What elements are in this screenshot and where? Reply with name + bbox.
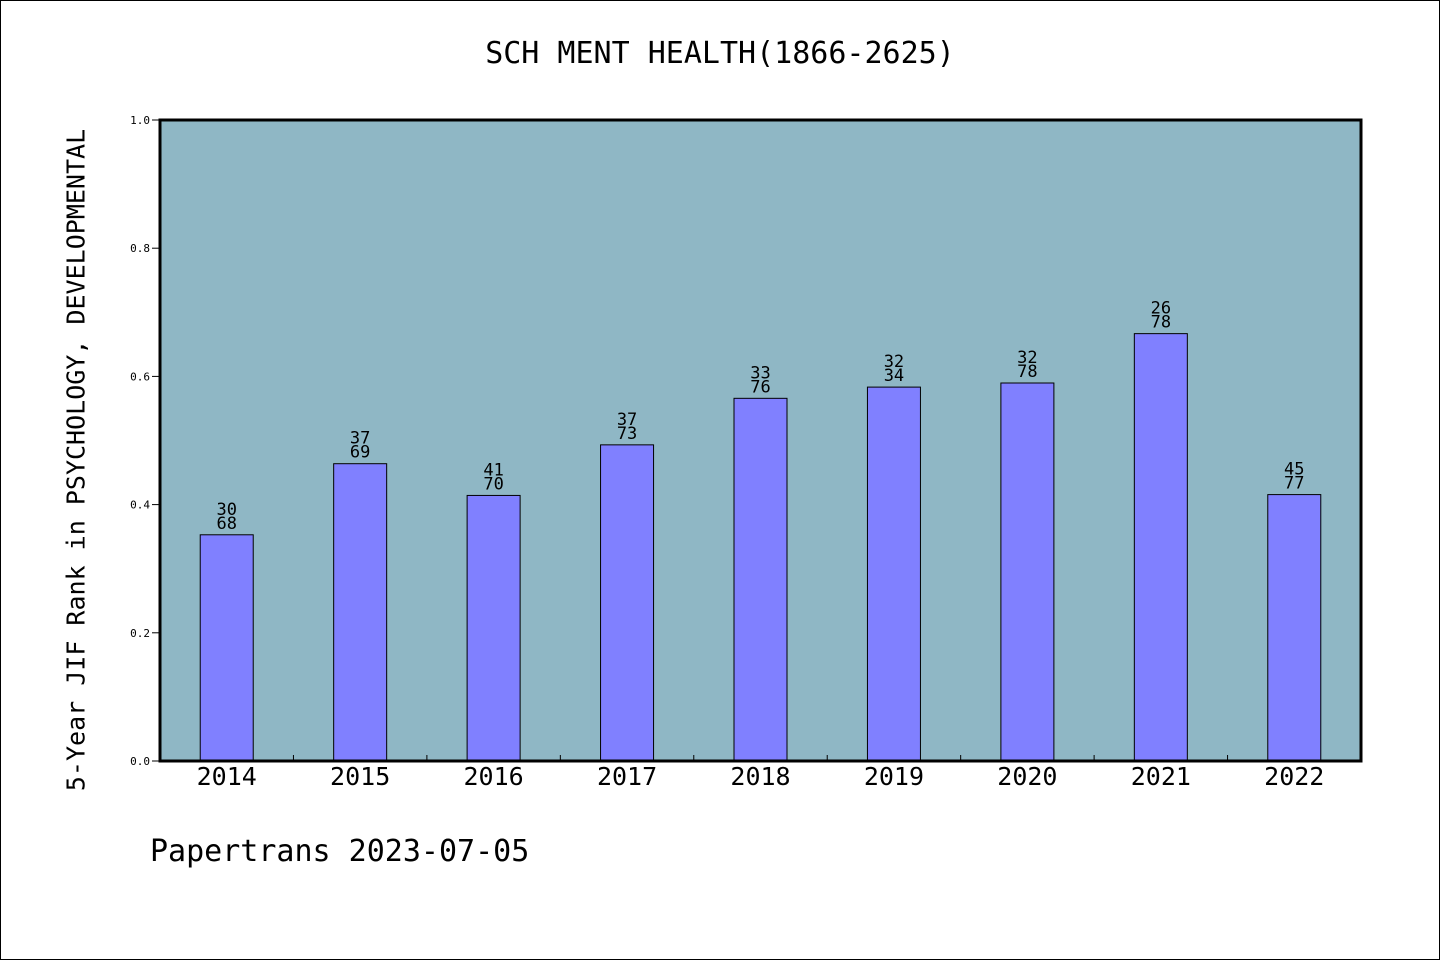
bar-label-top-2019: 32 [884,352,904,372]
x-tick-label-2022: 2022 [1264,762,1324,791]
x-tick-label-2014: 2014 [197,762,257,791]
bar-label-bottom-2016: 70 [483,474,503,494]
x-tick-label-2019: 2019 [864,762,924,791]
bar-label-top-2020: 32 [1017,348,1037,368]
x-tick-label-2020: 2020 [997,762,1057,791]
bar-label-top-2015: 37 [350,429,370,449]
bar-2017 [600,444,655,762]
bar-label-bottom-2017: 73 [617,424,637,444]
bar-2020 [1000,382,1055,762]
bar-2021 [1133,333,1188,762]
y-tick-label: 0.0 [130,755,150,768]
y-tick-label: 0.8 [130,242,150,255]
y-tick-label: 1.0 [130,114,150,127]
plot-border [158,118,1363,763]
bar-label-bottom-2018: 76 [750,377,770,397]
footer-credit: Papertrans 2023-07-05 [150,834,530,869]
bar-label-top-2021: 26 [1151,299,1171,319]
bar-label-top-2016: 41 [483,460,503,480]
bar-label-bottom-2014: 68 [216,514,236,534]
bar-label-bottom-2021: 78 [1151,313,1171,333]
bar-label-bottom-2020: 78 [1017,362,1037,382]
bar-label-bottom-2022: 77 [1284,474,1304,494]
bar-2015 [333,463,388,762]
bar-2018 [733,397,788,762]
bar-label-top-2018: 33 [750,363,770,383]
bar-label-bottom-2015: 69 [350,443,370,463]
x-tick-label-2015: 2015 [330,762,390,791]
bar-label-top-2022: 45 [1284,460,1304,480]
bar-2016 [466,494,521,762]
y-tick-label: 0.2 [130,627,150,640]
bar-2019 [866,386,921,762]
x-tick-label-2018: 2018 [730,762,790,791]
x-tick-label-2017: 2017 [597,762,657,791]
bar-2022 [1267,494,1322,762]
x-tick-label-2016: 2016 [464,762,524,791]
bar-2014 [199,534,254,762]
x-tick-label-2021: 2021 [1131,762,1191,791]
y-tick-label: 0.4 [130,499,150,512]
y-tick-label: 0.6 [130,370,150,383]
bar-label-bottom-2019: 34 [884,366,904,386]
bar-label-top-2014: 30 [216,500,236,520]
chart-title: SCH MENT HEALTH(1866-2625) [485,36,955,71]
bar-label-top-2017: 37 [617,410,637,430]
